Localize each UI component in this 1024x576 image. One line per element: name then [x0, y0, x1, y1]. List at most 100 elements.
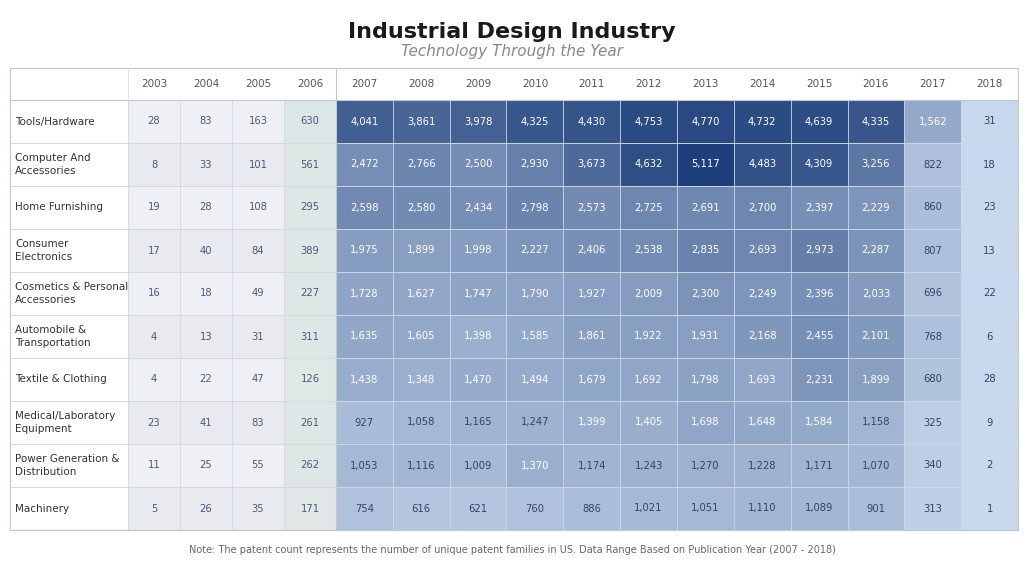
- Text: 4,753: 4,753: [635, 116, 663, 127]
- Text: 1,158: 1,158: [861, 418, 890, 427]
- Bar: [128, 100, 180, 143]
- Bar: [10, 315, 128, 358]
- Text: 2005: 2005: [245, 79, 271, 89]
- Text: 2,231: 2,231: [805, 374, 834, 385]
- Bar: [180, 358, 232, 401]
- Bar: [563, 358, 621, 401]
- Bar: [848, 186, 904, 229]
- Bar: [232, 272, 284, 315]
- Bar: [10, 68, 1018, 530]
- Bar: [563, 444, 621, 487]
- Text: 26: 26: [200, 503, 212, 513]
- Text: 28: 28: [147, 116, 161, 127]
- Text: 630: 630: [301, 116, 319, 127]
- Bar: [507, 272, 563, 315]
- Text: 31: 31: [252, 332, 264, 342]
- Text: 2,973: 2,973: [805, 245, 834, 256]
- Bar: [563, 487, 621, 530]
- Text: 927: 927: [355, 418, 374, 427]
- Bar: [128, 358, 180, 401]
- Bar: [677, 186, 734, 229]
- Text: 23: 23: [983, 203, 996, 213]
- Text: 1,975: 1,975: [350, 245, 379, 256]
- Bar: [180, 229, 232, 272]
- Bar: [284, 358, 336, 401]
- Bar: [232, 186, 284, 229]
- Bar: [962, 358, 1018, 401]
- Bar: [336, 229, 393, 272]
- Text: 4,325: 4,325: [521, 116, 549, 127]
- Text: 2,598: 2,598: [350, 203, 379, 213]
- Text: 1,021: 1,021: [634, 503, 663, 513]
- Text: 23: 23: [147, 418, 161, 427]
- Bar: [507, 186, 563, 229]
- Bar: [507, 444, 563, 487]
- Text: 2011: 2011: [579, 79, 605, 89]
- Bar: [180, 315, 232, 358]
- Text: 2,835: 2,835: [691, 245, 720, 256]
- Text: Cosmetics & Personal
Accessories: Cosmetics & Personal Accessories: [15, 282, 128, 305]
- Text: 561: 561: [300, 160, 319, 169]
- Text: 4,632: 4,632: [635, 160, 663, 169]
- Bar: [232, 401, 284, 444]
- Text: 22: 22: [200, 374, 212, 385]
- Text: 84: 84: [252, 245, 264, 256]
- Text: 1,927: 1,927: [578, 289, 606, 298]
- Bar: [621, 229, 677, 272]
- Bar: [128, 487, 180, 530]
- Bar: [791, 186, 848, 229]
- Bar: [848, 401, 904, 444]
- Text: 1,922: 1,922: [634, 332, 663, 342]
- Bar: [10, 358, 128, 401]
- Bar: [848, 272, 904, 315]
- Text: 2,249: 2,249: [748, 289, 776, 298]
- Bar: [904, 143, 962, 186]
- Bar: [284, 100, 336, 143]
- Text: 2,538: 2,538: [635, 245, 663, 256]
- Bar: [848, 444, 904, 487]
- Bar: [507, 315, 563, 358]
- Text: 1,494: 1,494: [521, 374, 549, 385]
- Bar: [962, 401, 1018, 444]
- Bar: [284, 401, 336, 444]
- Text: 2,227: 2,227: [520, 245, 549, 256]
- Bar: [563, 143, 621, 186]
- Bar: [10, 487, 128, 530]
- Bar: [962, 143, 1018, 186]
- Bar: [393, 315, 450, 358]
- Bar: [677, 358, 734, 401]
- Bar: [128, 444, 180, 487]
- Text: 1,116: 1,116: [407, 460, 435, 471]
- Text: 616: 616: [412, 503, 431, 513]
- Text: 1,051: 1,051: [691, 503, 720, 513]
- Text: Tools/Hardware: Tools/Hardware: [15, 116, 94, 127]
- Text: 4,430: 4,430: [578, 116, 606, 127]
- Text: 163: 163: [249, 116, 267, 127]
- Text: 2013: 2013: [692, 79, 719, 89]
- Bar: [284, 272, 336, 315]
- Bar: [336, 358, 393, 401]
- Bar: [10, 100, 128, 143]
- Text: 1,348: 1,348: [408, 374, 435, 385]
- Bar: [336, 487, 393, 530]
- Bar: [232, 315, 284, 358]
- Bar: [450, 315, 507, 358]
- Bar: [791, 100, 848, 143]
- Bar: [677, 315, 734, 358]
- Text: 2010: 2010: [522, 79, 548, 89]
- Text: 13: 13: [983, 245, 996, 256]
- Bar: [336, 444, 393, 487]
- Text: Automobile &
Transportation: Automobile & Transportation: [15, 325, 91, 348]
- Bar: [336, 315, 393, 358]
- Bar: [621, 272, 677, 315]
- Text: 1,089: 1,089: [805, 503, 834, 513]
- Bar: [284, 444, 336, 487]
- Text: 2,229: 2,229: [861, 203, 890, 213]
- Text: 2015: 2015: [806, 79, 833, 89]
- Bar: [507, 401, 563, 444]
- Bar: [128, 315, 180, 358]
- Bar: [791, 401, 848, 444]
- Bar: [393, 358, 450, 401]
- Text: 754: 754: [355, 503, 374, 513]
- Text: 295: 295: [300, 203, 319, 213]
